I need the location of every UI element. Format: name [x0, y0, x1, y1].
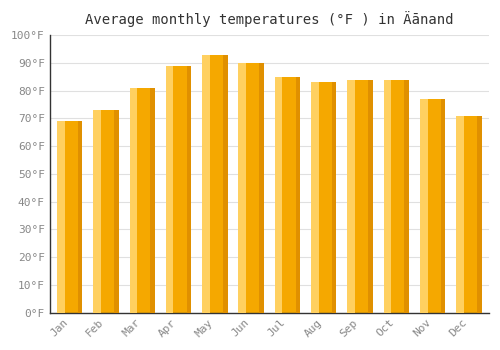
Bar [420, 99, 428, 313]
Bar [166, 66, 192, 313]
Bar [404, 79, 409, 313]
Bar [57, 121, 64, 313]
Bar [441, 99, 446, 313]
Bar [238, 63, 246, 313]
Bar [78, 121, 82, 313]
Title: Average monthly temperatures (°F ) in Äānand: Average monthly temperatures (°F ) in Äā… [85, 11, 454, 27]
Bar [384, 79, 409, 313]
Bar [456, 116, 481, 313]
Bar [332, 82, 336, 313]
Bar [186, 66, 192, 313]
Bar [477, 116, 482, 313]
Bar [274, 77, 282, 313]
Bar [456, 116, 464, 313]
Bar [311, 82, 318, 313]
Bar [420, 99, 446, 313]
Bar [130, 88, 155, 313]
Bar [260, 63, 264, 313]
Bar [57, 121, 82, 313]
Bar [223, 55, 228, 313]
Bar [368, 79, 372, 313]
Bar [114, 110, 118, 313]
Bar [384, 79, 392, 313]
Bar [274, 77, 300, 313]
Bar [311, 82, 336, 313]
Bar [94, 110, 101, 313]
Bar [150, 88, 155, 313]
Bar [296, 77, 300, 313]
Bar [202, 55, 228, 313]
Bar [348, 79, 372, 313]
Bar [202, 55, 210, 313]
Bar [348, 79, 355, 313]
Bar [130, 88, 137, 313]
Bar [166, 66, 173, 313]
Bar [238, 63, 264, 313]
Bar [94, 110, 118, 313]
